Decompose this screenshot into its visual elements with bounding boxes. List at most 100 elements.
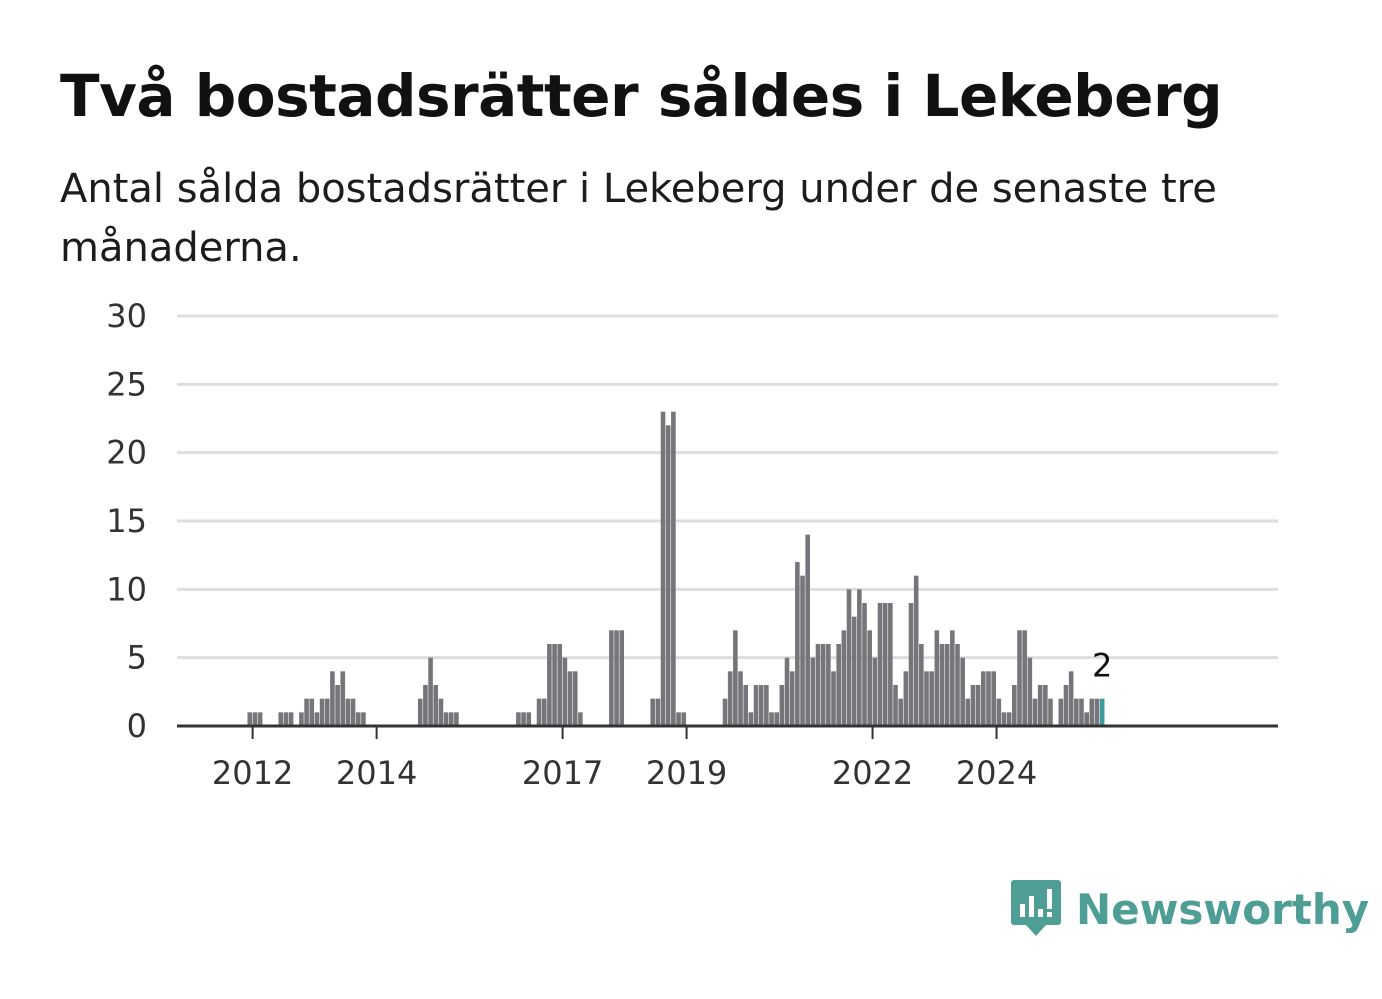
bar [541,698,547,726]
bar [774,712,779,726]
bar [330,671,335,726]
y-tick-label: 10 [106,570,147,608]
bar [903,671,909,726]
bar [572,671,578,726]
bar [748,712,754,726]
bar [1074,698,1079,726]
bar [857,589,862,726]
bar [516,712,521,726]
bar [614,630,619,726]
bar [784,657,790,726]
bar [1032,698,1038,726]
bar [929,671,934,726]
bar [355,712,361,726]
bar [888,603,893,726]
bar [1084,712,1089,726]
bar [722,698,728,726]
bar [789,671,795,726]
grid-lines [177,314,1278,660]
bar [1037,685,1043,726]
bar [562,657,568,726]
bar [815,644,821,726]
y-tick-label: 20 [106,434,147,472]
bar [1089,698,1095,726]
bar [1022,630,1027,726]
bar [443,712,449,726]
bar [753,685,759,726]
bar [547,644,552,726]
bar [1063,685,1069,726]
bar [433,685,439,726]
bar [1043,685,1048,726]
bar [758,685,764,726]
bar [764,685,769,726]
bar [991,671,996,726]
bar [831,671,836,726]
bar [288,712,294,726]
bar [526,712,532,726]
bar-chart: 0 5 10 15 20 25 30 2012 2014 2017 2019 2022 2024 2 [106,297,1278,792]
bar [1099,698,1105,726]
bar [779,685,785,726]
bar [283,712,289,726]
bar [1058,698,1064,726]
bar [252,712,258,726]
bar [970,685,976,726]
y-tick-label: 0 [127,707,147,745]
bar [877,603,883,726]
bar [521,712,526,726]
bar [908,603,914,726]
bar [1068,671,1074,726]
bar [438,698,444,726]
bar [319,698,325,726]
bar [913,575,919,726]
bar [345,698,351,726]
bar [919,644,924,726]
bar [423,685,428,726]
bar [1006,712,1012,726]
bar [552,644,557,726]
bar [324,698,330,726]
bar [846,589,852,726]
bar [1079,698,1084,726]
x-axis-ticks: 2012 2014 2017 2019 2022 2024 [212,726,1037,792]
y-axis-ticks: 0 5 10 15 20 25 30 [106,297,147,745]
bar [805,534,810,726]
bar [975,685,981,726]
bar [944,644,950,726]
bar [727,671,733,726]
bar [862,603,867,726]
y-tick-label: 25 [106,365,147,403]
x-tick-label: 2024 [956,754,1037,792]
bar [960,657,965,726]
bar [836,644,841,726]
bar [1001,712,1007,726]
bar [924,671,929,726]
bar [335,685,340,726]
bar [851,616,857,726]
bar [769,712,774,726]
bar [965,698,971,726]
bar [609,630,614,726]
bar [619,630,625,726]
bar [800,575,805,726]
bar [578,712,583,726]
bar [557,644,563,726]
bar [795,562,800,726]
bar [820,644,826,726]
bar [304,698,309,726]
bar [939,644,945,726]
brand-name: Newsworthy [1076,884,1370,934]
chart-subtitle: Antal sålda bostadsrätter i Lekeberg und… [60,166,1217,271]
bar [986,671,991,726]
bar [650,698,656,726]
newsworthy-logo-icon [1011,880,1061,936]
bar [681,712,687,726]
bar [898,698,903,726]
bar [841,630,847,726]
bar [996,698,1002,726]
bar [955,644,960,726]
bar [826,644,831,726]
bar [278,712,284,726]
x-tick-label: 2022 [832,754,913,792]
